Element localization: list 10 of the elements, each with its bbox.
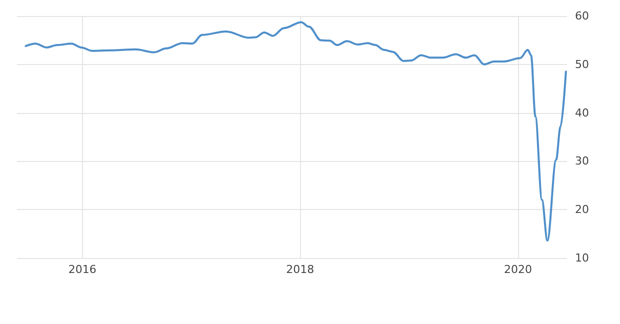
y-tick-label: 10 — [575, 252, 589, 264]
y-tick-label: 30 — [575, 154, 589, 168]
y-tick-label: 60 — [575, 10, 589, 22]
x-tick-label: 2016 — [68, 263, 96, 276]
x-tick-label: 2020 — [504, 263, 532, 276]
y-tick-label: 40 — [575, 106, 589, 120]
y-tick-label: 50 — [575, 58, 589, 71]
x-tick-label: 2018 — [286, 263, 314, 276]
y-tick-label: 20 — [575, 203, 589, 216]
line-series — [24, 21, 567, 242]
